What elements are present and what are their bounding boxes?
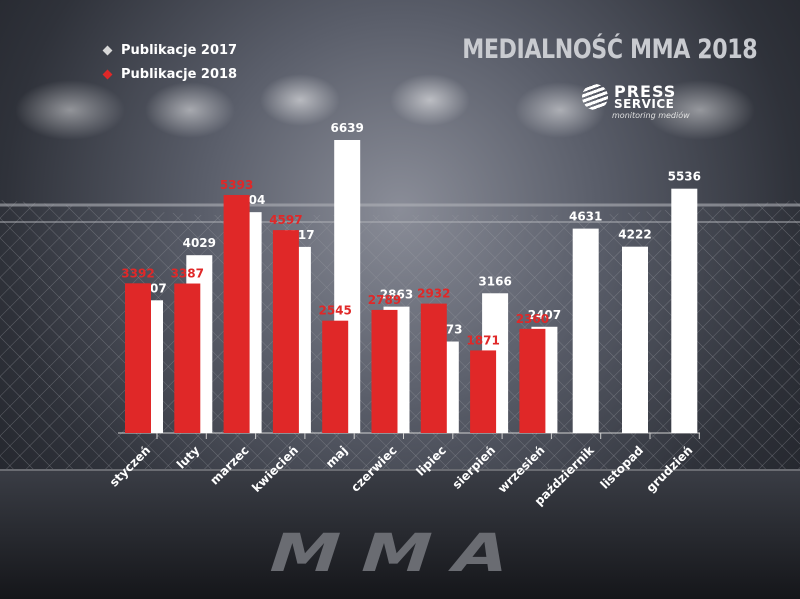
bar-2018-3 [272, 230, 299, 433]
legend-label-2017: Publikacje 2017 [121, 42, 238, 58]
x-tick-label-3: kwiecień [249, 443, 301, 495]
label-2018-5: 2789 [368, 293, 401, 307]
press-service-logo-icon [582, 84, 608, 110]
bar-2018-6 [420, 303, 447, 433]
x-tick-label-10: listopad [598, 443, 647, 492]
x-tick-label-0: styczeń [107, 443, 153, 489]
logo-line3: monitoring mediów [612, 111, 690, 120]
bar-2018-1 [174, 283, 201, 433]
bar-2018-5 [371, 309, 398, 433]
legend-item-2017: Publikacje 2017 [102, 38, 238, 62]
bar-2018-8 [519, 328, 546, 433]
x-tick-label-2: marzec [207, 443, 251, 487]
bar-2018-4 [322, 320, 349, 433]
x-tick-label-8: wrzesień [495, 443, 547, 495]
bar-2017-10 [622, 246, 648, 433]
bar-2018-2 [223, 194, 250, 433]
label-2017-8: 2407 [528, 308, 561, 322]
x-tick-label-1: luty [174, 443, 203, 472]
bar-2018-7 [470, 350, 497, 433]
logo-line1: PRESS [614, 82, 677, 101]
label-2018-3: 4597 [269, 213, 302, 227]
label-2018-1: 3387 [171, 267, 204, 281]
x-tick-label-6: lipiec [413, 443, 448, 478]
label-2018-8: 2360 [516, 312, 549, 326]
legend-label-2018: Publikacje 2018 [121, 66, 238, 82]
chart-title: MEDIALNOŚĆ MMA 2018 [462, 34, 758, 65]
label-2018-4: 2545 [318, 304, 351, 318]
bar-2018-0 [125, 283, 151, 433]
x-tick-label-11: grudzień [644, 443, 696, 495]
legend-marker-2018 [102, 69, 113, 79]
label-2018-7: 1871 [466, 333, 499, 347]
label-2017-10: 4222 [618, 228, 651, 242]
legend-item-2018: Publikacje 2018 [102, 62, 238, 86]
label-2018-6: 2932 [417, 287, 450, 301]
label-2017-11: 5536 [668, 170, 701, 184]
label-2017-1: 4029 [183, 236, 216, 250]
label-2017-5: 2863 [380, 288, 413, 302]
legend-marker-2017 [102, 45, 113, 55]
label-2018-0: 3392 [121, 266, 154, 280]
x-tick-label-7: sierpień [450, 443, 499, 492]
label-2017-7: 3166 [478, 274, 511, 288]
logo-line2: SERVICE [614, 97, 675, 111]
bar-2017-11 [671, 188, 698, 433]
label-2017-4: 6639 [330, 121, 363, 135]
label-2017-9: 4631 [569, 210, 602, 224]
x-tick-label-4: maj [323, 443, 350, 470]
press-service-logo: PRESS SERVICE monitoring mediów [582, 82, 702, 120]
x-tick-label-5: czerwiec [348, 443, 399, 494]
legend: Publikacje 2017 Publikacje 2018 [102, 38, 238, 86]
bar-2017-9 [572, 228, 599, 433]
label-2018-2: 5393 [220, 178, 253, 192]
